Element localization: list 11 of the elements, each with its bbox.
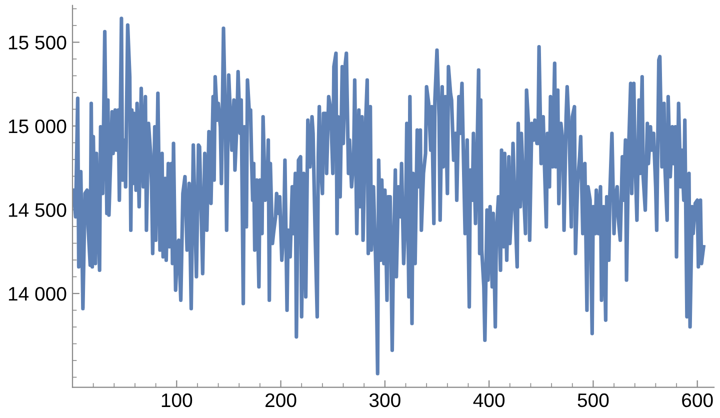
x-tick-label: 300	[369, 393, 400, 408]
y-tick-label: 15 500	[8, 36, 66, 50]
x-tick-label: 400	[473, 393, 505, 408]
x-tick-label: 200	[266, 393, 296, 408]
y-tick-label: 15 000	[8, 119, 66, 134]
x-tick-label: 100	[162, 393, 192, 408]
x-tick-label: 600	[682, 393, 713, 408]
y-tick-label: 14 500	[8, 203, 66, 217]
y-tick-label: 14 000	[8, 286, 66, 301]
line-series	[72, 16, 706, 376]
x-tick-label: 500	[578, 393, 609, 408]
